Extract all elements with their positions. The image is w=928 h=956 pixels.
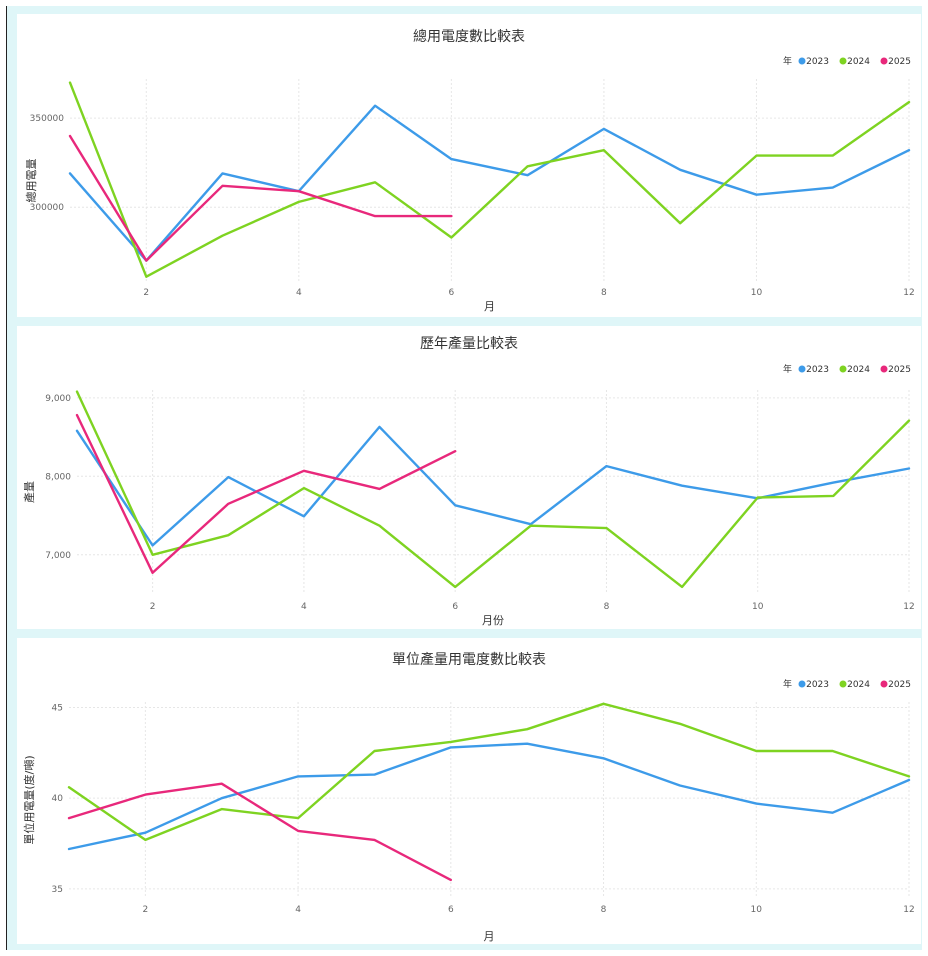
legend-title: 年 (783, 363, 792, 375)
x-tick-label: 12 (903, 288, 914, 298)
production-chart-panel: 歷年產量比較表產量月份 2 4 6 8 10 12 7,000 8,000 9,000 2025 20… (17, 326, 921, 629)
y-axis-label: 總用電量 (24, 159, 38, 203)
chart-title: 歷年產量比較表 (420, 335, 518, 352)
legend-label: 2025 (888, 680, 911, 690)
x-tick-label: 8 (604, 602, 610, 612)
legend-label: 2024 (847, 680, 870, 690)
x-axis-label: 月 (484, 930, 495, 943)
legend-marker (839, 57, 847, 65)
y-tick-label: 7,000 (45, 551, 71, 561)
x-tick-label: 6 (452, 602, 458, 612)
x-tick-label: 4 (295, 905, 301, 915)
x-tick-label: 8 (601, 905, 607, 915)
series-line-2023 (75, 425, 911, 547)
legend-label: 2023 (806, 57, 829, 67)
y-tick-label: 45 (52, 703, 63, 713)
x-tick-label: 2 (150, 602, 156, 612)
legend-label: 2023 (806, 680, 829, 690)
dashboard-frame: 總用電度數比較表總用電量月 2 4 6 8 10 12 300000 350000 2025 202… (6, 6, 922, 950)
x-tick-label: 4 (296, 288, 302, 298)
electricity-chart-panel: 總用電度數比較表總用電量月 2 4 6 8 10 12 300000 350000 2025 202… (17, 14, 921, 317)
x-tick-label: 6 (448, 288, 454, 298)
x-tick-label: 8 (601, 288, 607, 298)
x-axis-label: 月 (484, 300, 495, 313)
y-axis-label: 單位用電量(度/噸) (22, 755, 36, 844)
legend-marker (880, 365, 888, 373)
y-tick-label: 35 (52, 885, 63, 895)
series-line-2024 (75, 390, 911, 589)
legend-marker (839, 680, 847, 688)
legend-label: 2025 (888, 57, 911, 67)
chart-title: 總用電度數比較表 (413, 28, 525, 45)
x-tick-label: 12 (903, 602, 914, 612)
series-line-2025 (75, 413, 457, 575)
x-tick-label: 4 (301, 602, 307, 612)
legend-title: 年 (783, 678, 792, 690)
legend-marker (880, 680, 888, 688)
legend-marker (798, 57, 806, 65)
y-tick-label: 40 (52, 794, 64, 804)
y-tick-label: 300000 (30, 203, 65, 213)
legend-label: 2024 (847, 57, 870, 67)
x-tick-label: 2 (143, 288, 149, 298)
unit-electricity-chart-panel: 單位產量用電度數比較表單位用電量(度/噸) 月 2 4 6 8 10 12 35 40 45 2025… (17, 638, 921, 944)
series-line-2024 (68, 81, 911, 278)
legend-marker (880, 57, 888, 65)
x-tick-label: 6 (448, 905, 454, 915)
y-tick-label: 8,000 (45, 472, 71, 482)
series-line-2023 (67, 742, 911, 851)
x-tick-label: 10 (751, 905, 763, 915)
x-tick-label: 2 (142, 905, 148, 915)
legend-marker (798, 680, 806, 688)
legend-marker (839, 365, 847, 373)
legend-label: 2024 (847, 365, 870, 375)
series-line-2023 (68, 104, 911, 262)
x-tick-label: 10 (752, 602, 764, 612)
chart-title: 單位產量用電度數比較表 (392, 651, 546, 668)
x-axis-label: 月份 (482, 614, 504, 627)
y-tick-label: 350000 (30, 114, 65, 124)
y-tick-label: 9,000 (45, 394, 71, 404)
x-tick-label: 12 (903, 905, 914, 915)
series-line-2024 (67, 702, 911, 842)
series-line-2025 (68, 134, 453, 262)
series-line-2025 (67, 782, 452, 882)
legend-marker (798, 365, 806, 373)
legend-label: 2023 (806, 365, 829, 375)
x-tick-label: 10 (751, 288, 763, 298)
legend-title: 年 (783, 55, 792, 67)
legend-label: 2025 (888, 365, 911, 375)
y-axis-label: 產量 (22, 481, 36, 503)
